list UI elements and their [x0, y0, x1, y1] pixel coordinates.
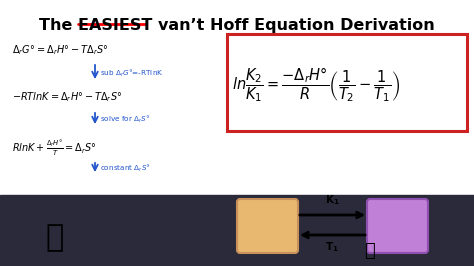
Text: $\mathbf{T_1}$: $\mathbf{T_1}$: [325, 240, 339, 254]
Text: $ln\dfrac{K_2}{K_1} = \dfrac{-\Delta_rH°}{R}\left(\dfrac{1}{T_2}-\dfrac{1}{T_1}\: $ln\dfrac{K_2}{K_1} = \dfrac{-\Delta_rH°…: [232, 65, 401, 105]
Text: $RlnK + \frac{\Delta_rH°}{T} = \Delta_rS°$: $RlnK + \frac{\Delta_rH°}{T} = \Delta_rS…: [12, 138, 97, 158]
Bar: [0, 195, 474, 266]
Text: sub $\Delta_rG°$=-RTlnK: sub $\Delta_rG°$=-RTlnK: [100, 67, 164, 78]
Text: solve for $\Delta_rS°$: solve for $\Delta_rS°$: [100, 113, 150, 124]
Text: The EASIEST van’t Hoff Equation Derivation: The EASIEST van’t Hoff Equation Derivati…: [39, 18, 435, 33]
FancyBboxPatch shape: [227, 34, 467, 131]
Text: 🔥: 🔥: [365, 242, 375, 260]
FancyBboxPatch shape: [367, 199, 428, 253]
Text: constant $\Delta_rS°$: constant $\Delta_rS°$: [100, 163, 151, 174]
Text: $\mathbf{K_1}$: $\mathbf{K_1}$: [325, 193, 339, 207]
Text: 🤓: 🤓: [46, 223, 64, 252]
FancyBboxPatch shape: [237, 199, 298, 253]
Text: $\Delta_rG°= \Delta_rH° - T\Delta_rS°$: $\Delta_rG°= \Delta_rH° - T\Delta_rS°$: [12, 43, 108, 57]
Text: $-RTlnK = \Delta_rH° - T\Delta_rS°$: $-RTlnK = \Delta_rH° - T\Delta_rS°$: [12, 90, 122, 104]
